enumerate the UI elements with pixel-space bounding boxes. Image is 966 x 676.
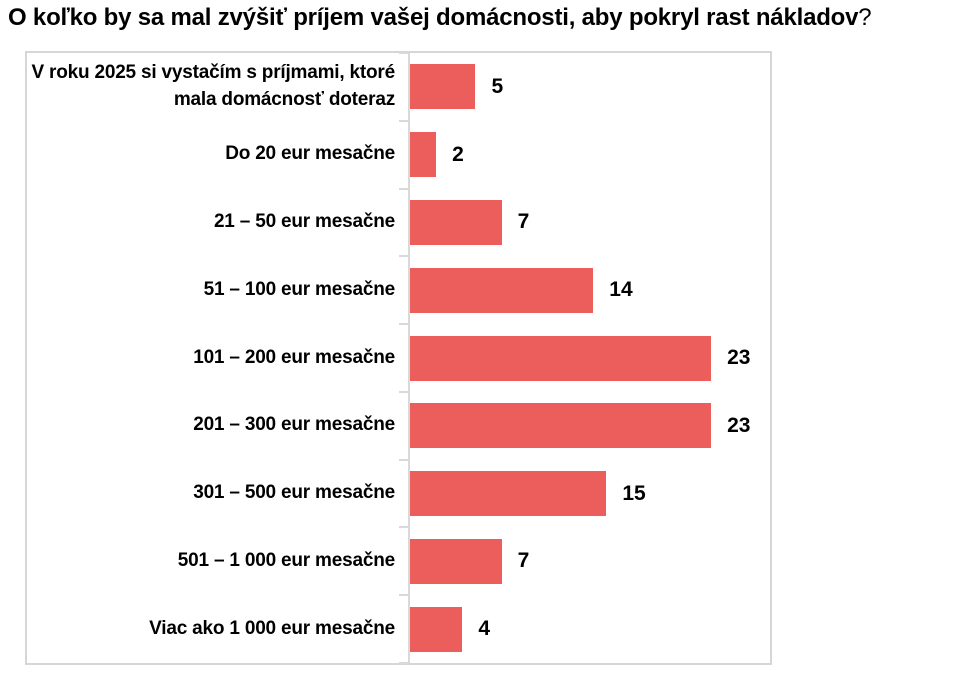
bar-row: 51 – 100 eur mesačne 14 (27, 255, 770, 325)
category-label: Do 20 eur mesačne (225, 143, 395, 165)
bar-track: 23 (399, 323, 770, 392)
value-label: 23 (727, 346, 751, 370)
bar-row: 201 – 300 eur mesačne 23 (27, 390, 770, 460)
bar-row: 101 – 200 eur mesačne 23 (27, 323, 770, 392)
bar-track: 5 (399, 52, 770, 121)
value-label: 2 (452, 142, 464, 166)
chart-area: V roku 2025 si vystačím s príjmami, ktor… (25, 51, 772, 665)
bar-track: 15 (399, 458, 770, 528)
bar (410, 335, 712, 381)
bar (410, 403, 712, 449)
category-label: 51 – 100 eur mesačne (203, 278, 396, 300)
bar (410, 64, 476, 110)
bar (410, 538, 502, 584)
bar-row: V roku 2025 si vystačím s príjmami, ktor… (27, 52, 770, 121)
value-label: 15 (622, 481, 646, 505)
category-label: 101 – 200 eur mesačne (193, 346, 395, 368)
chart-title: O koľko by sa mal zvýšiť príjem vašej do… (8, 4, 960, 32)
value-label: 5 (491, 74, 504, 98)
category-label: 301 – 500 eur mesačne (193, 482, 395, 504)
value-label: 14 (609, 278, 633, 302)
value-label: 7 (517, 549, 530, 573)
value-label: 4 (478, 617, 491, 641)
chart-title-question-mark: ? (858, 4, 872, 31)
bar (410, 606, 463, 652)
bar-rows: V roku 2025 si vystačím s príjmami, ktor… (27, 52, 770, 664)
bar-row: 501 – 1 000 eur mesačne 7 (27, 526, 770, 596)
category-label: V roku 2025 si vystačím s príjmami, ktor… (31, 61, 395, 110)
bar-track: 7 (399, 187, 770, 257)
bar-track: 23 (399, 390, 770, 460)
category-label: 201 – 300 eur mesačne (193, 414, 395, 436)
bar (410, 132, 437, 178)
bar-track: 4 (399, 594, 770, 664)
bar-row: Do 20 eur mesačne 2 (27, 119, 770, 189)
bar (410, 199, 502, 245)
category-label: Viac ako 1 000 eur mesačne (149, 617, 395, 639)
bar-row: 21 – 50 eur mesačne 7 (27, 187, 770, 257)
bar (410, 267, 594, 313)
bar-row: 301 – 500 eur mesačne 15 (27, 458, 770, 528)
bar-track: 7 (399, 526, 770, 596)
bar-row: Viac ako 1 000 eur mesačne 4 (27, 594, 770, 664)
value-label: 7 (517, 210, 530, 234)
category-label: 501 – 1 000 eur mesačne (177, 549, 395, 571)
category-label: 21 – 50 eur mesačne (213, 210, 395, 232)
value-label: 23 (727, 413, 751, 437)
bar-track: 2 (399, 119, 770, 189)
bar-track: 14 (399, 255, 770, 325)
chart-title-text: O koľko by sa mal zvýšiť príjem vašej do… (8, 4, 859, 31)
bar (410, 471, 607, 517)
